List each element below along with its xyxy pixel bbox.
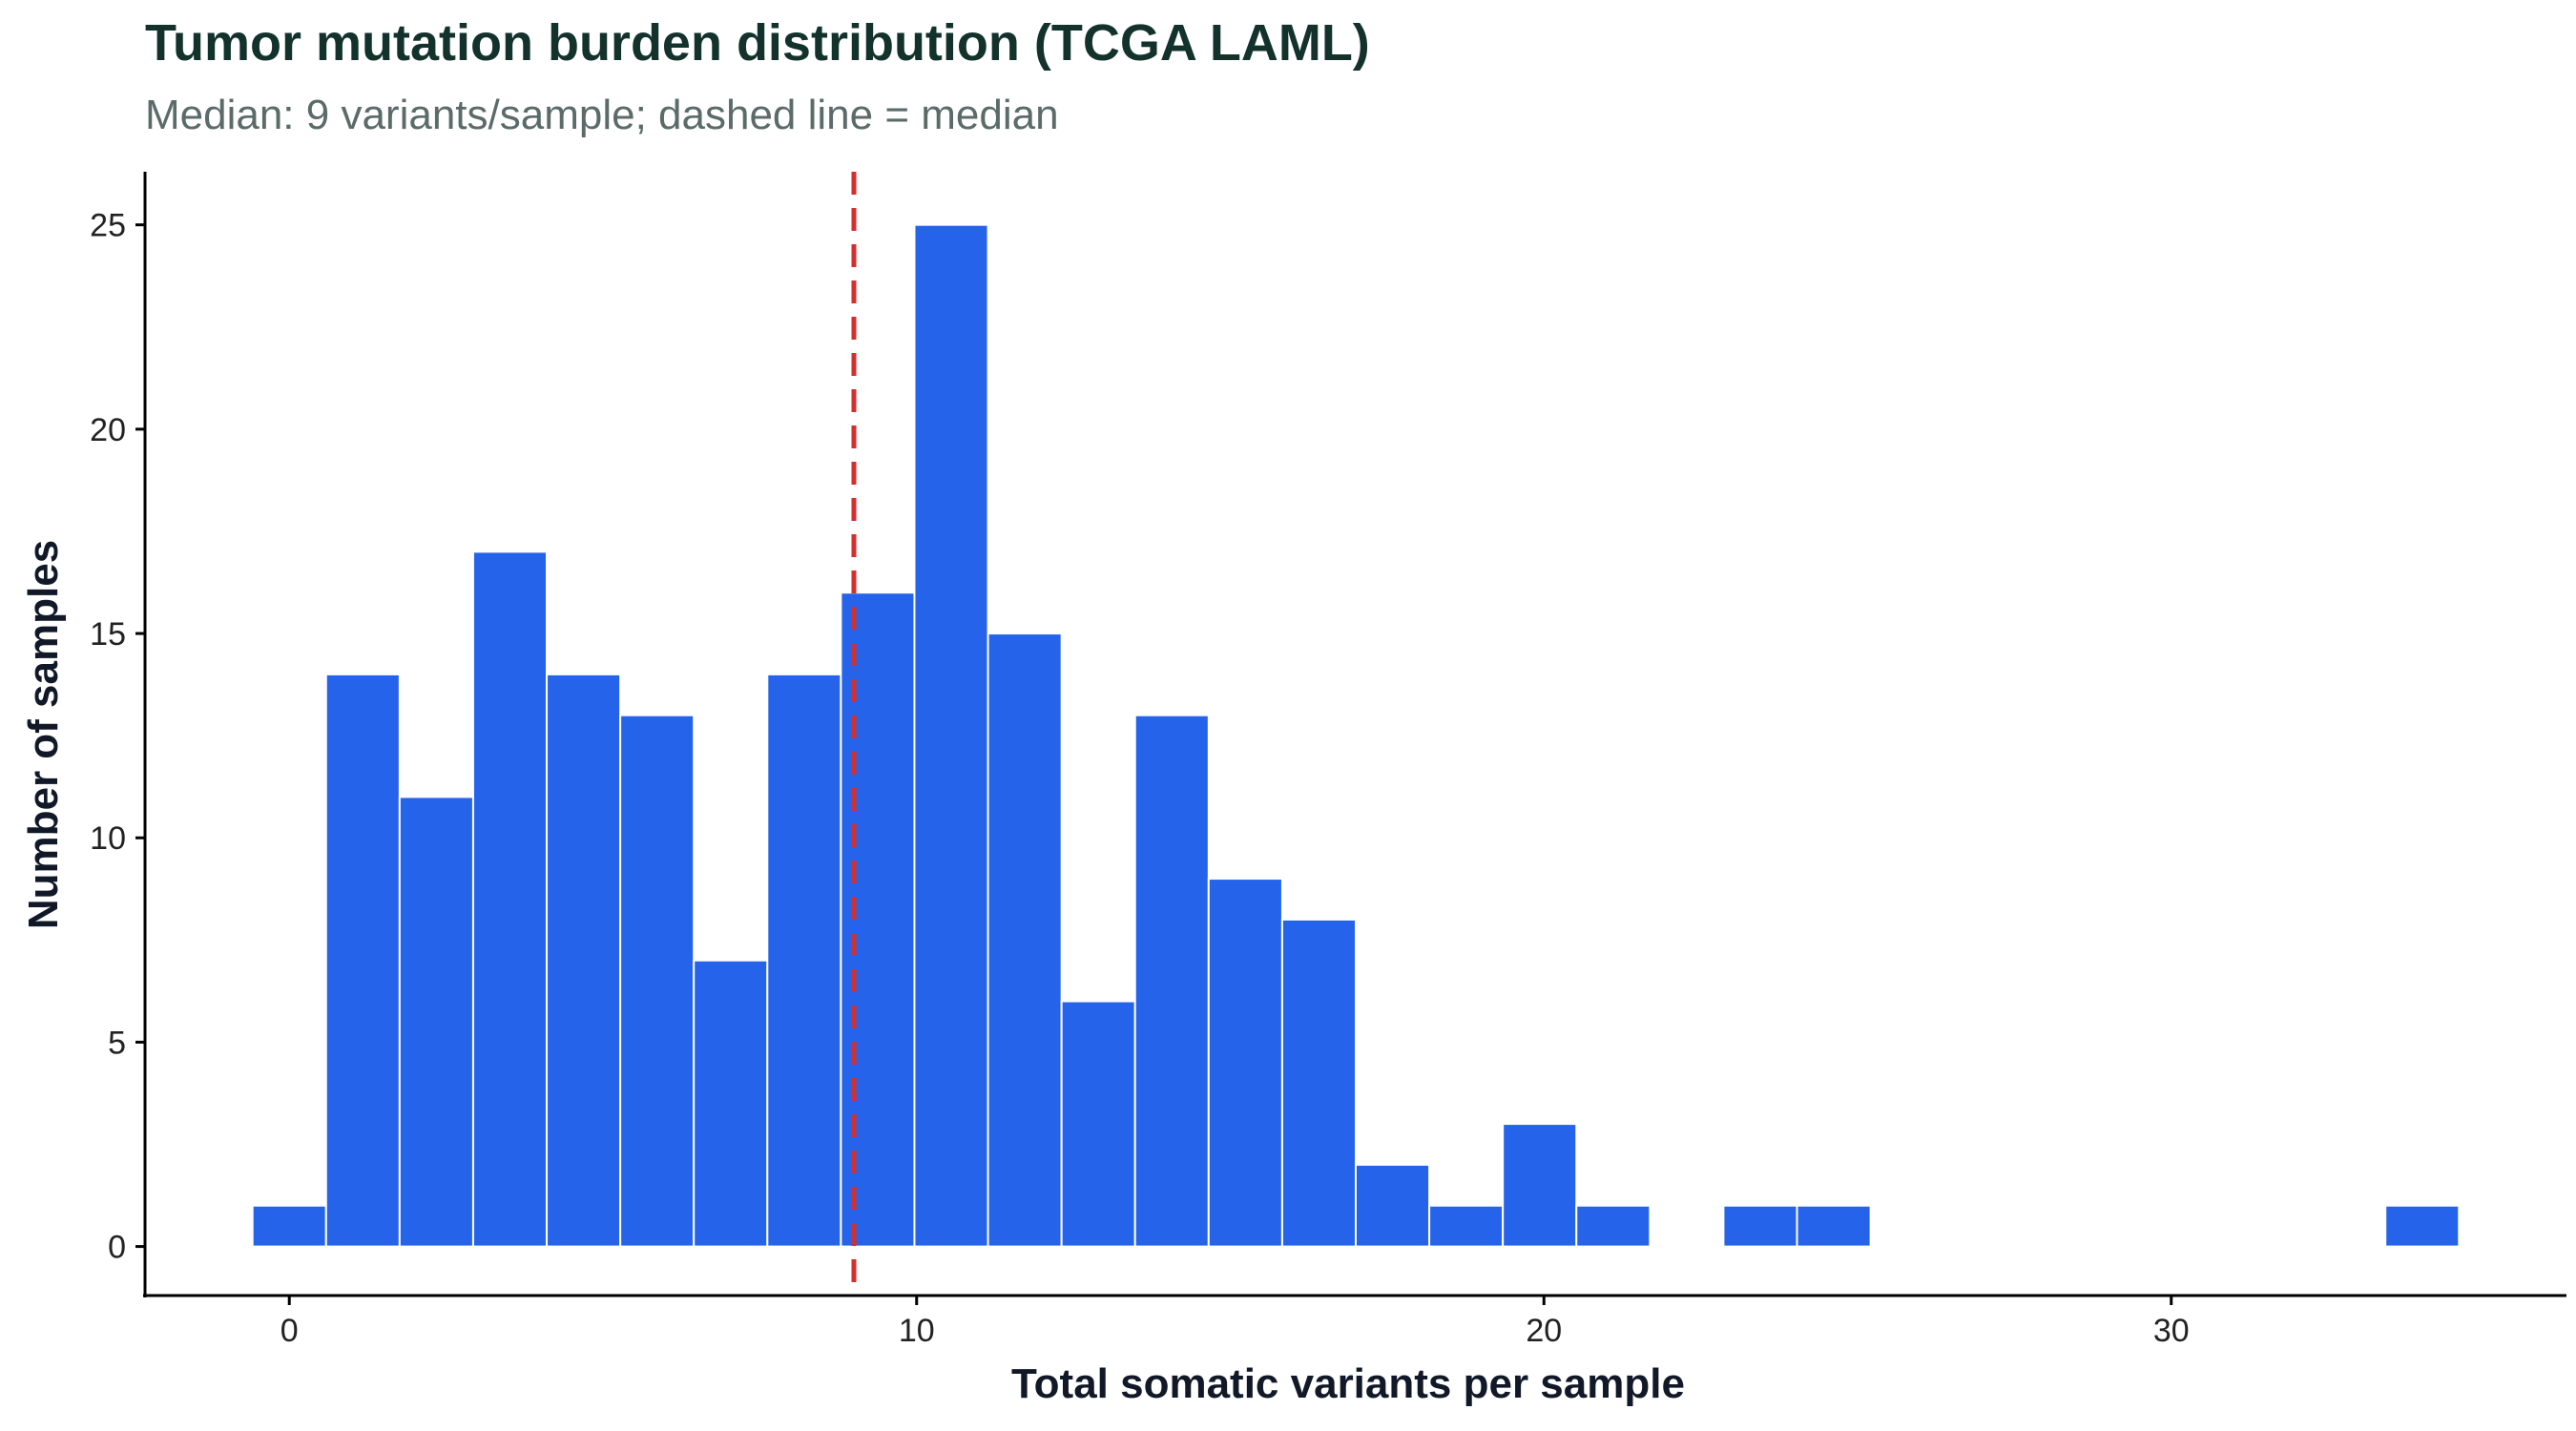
chart-title: Tumor mutation burden distribution (TCGA…: [145, 14, 1370, 72]
y-tick-label: 0: [108, 1230, 126, 1266]
histogram-bar: [766, 673, 842, 1248]
y-tick-label: 10: [90, 820, 126, 857]
chart-subtitle: Median: 9 variants/sample; dashed line =…: [145, 92, 1059, 138]
histogram-bar: [398, 796, 474, 1248]
histogram-bar: [324, 673, 401, 1248]
histogram-bar: [913, 223, 989, 1248]
histogram-bar: [471, 550, 549, 1248]
bars-group: [251, 223, 2461, 1248]
histogram-bar: [1355, 1163, 1431, 1248]
histogram-bar: [619, 714, 696, 1248]
axes-group: [143, 172, 2566, 1297]
x-tick-label: 10: [899, 1313, 935, 1349]
histogram-bar: [1280, 918, 1358, 1248]
ticks-group: 0 10 20 30 0 5 10 15 20 25: [90, 208, 2190, 1349]
y-tick-label: 20: [90, 412, 126, 448]
y-tick-label: 15: [90, 616, 126, 653]
histogram-bar: [2384, 1204, 2461, 1248]
histogram-bar: [987, 633, 1063, 1248]
histogram-bar: [1428, 1204, 1505, 1248]
histogram-bar: [1575, 1204, 1652, 1248]
histogram-bar: [1060, 1000, 1136, 1248]
histogram-bar: [251, 1204, 327, 1248]
histogram-bar: [1133, 714, 1210, 1248]
y-axis-title: Number of samples: [20, 540, 67, 929]
histogram-bar: [1502, 1123, 1578, 1248]
x-tick-label: 20: [1526, 1313, 1562, 1349]
histogram-bar: [1722, 1204, 1798, 1248]
histogram-bar: [693, 959, 769, 1248]
y-tick-label: 25: [90, 208, 126, 244]
histogram-bar: [1796, 1204, 1872, 1248]
x-tick-label: 0: [280, 1313, 299, 1349]
y-tick-label: 5: [108, 1025, 126, 1061]
histogram-bar: [1207, 878, 1283, 1248]
x-axis-title: Total somatic variants per sample: [1011, 1360, 1685, 1407]
histogram-bar: [546, 673, 622, 1248]
x-tick-label: 30: [2153, 1313, 2190, 1349]
